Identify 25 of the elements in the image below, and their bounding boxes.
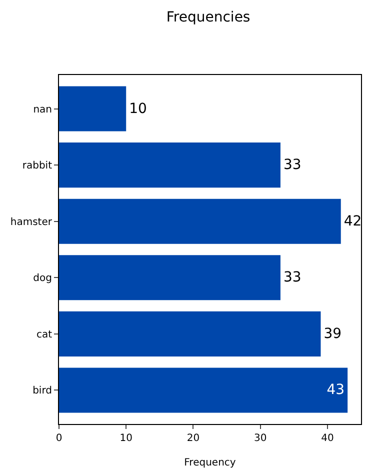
- y-tick-label: nan: [33, 104, 52, 116]
- bar: [59, 311, 321, 356]
- data-label: 39: [324, 326, 342, 342]
- x-tick-label: 40: [321, 433, 334, 444]
- bar: [59, 368, 348, 413]
- data-label: 33: [283, 270, 302, 286]
- y-tick-label: rabbit: [22, 160, 52, 172]
- x-tick-label: 30: [254, 433, 267, 444]
- bar: [59, 255, 280, 300]
- data-label: 33: [283, 157, 302, 174]
- chart-title: Frequencies: [166, 10, 250, 26]
- y-tick-label: cat: [36, 329, 52, 340]
- x-tick-label: 0: [56, 433, 62, 444]
- bar: [59, 198, 341, 244]
- y-tick-label: dog: [33, 273, 52, 284]
- data-label: 43: [326, 382, 345, 398]
- data-label: 10: [129, 100, 147, 117]
- data-label: 42: [344, 213, 362, 230]
- y-tick-label: hamster: [10, 216, 53, 228]
- x-tick-label: 10: [120, 433, 132, 444]
- bar: [59, 142, 280, 188]
- x-tick-label: 20: [186, 433, 200, 444]
- x-axis-title: Frequency: [184, 458, 236, 468]
- bar: [59, 86, 126, 132]
- y-tick-label: bird: [32, 386, 52, 397]
